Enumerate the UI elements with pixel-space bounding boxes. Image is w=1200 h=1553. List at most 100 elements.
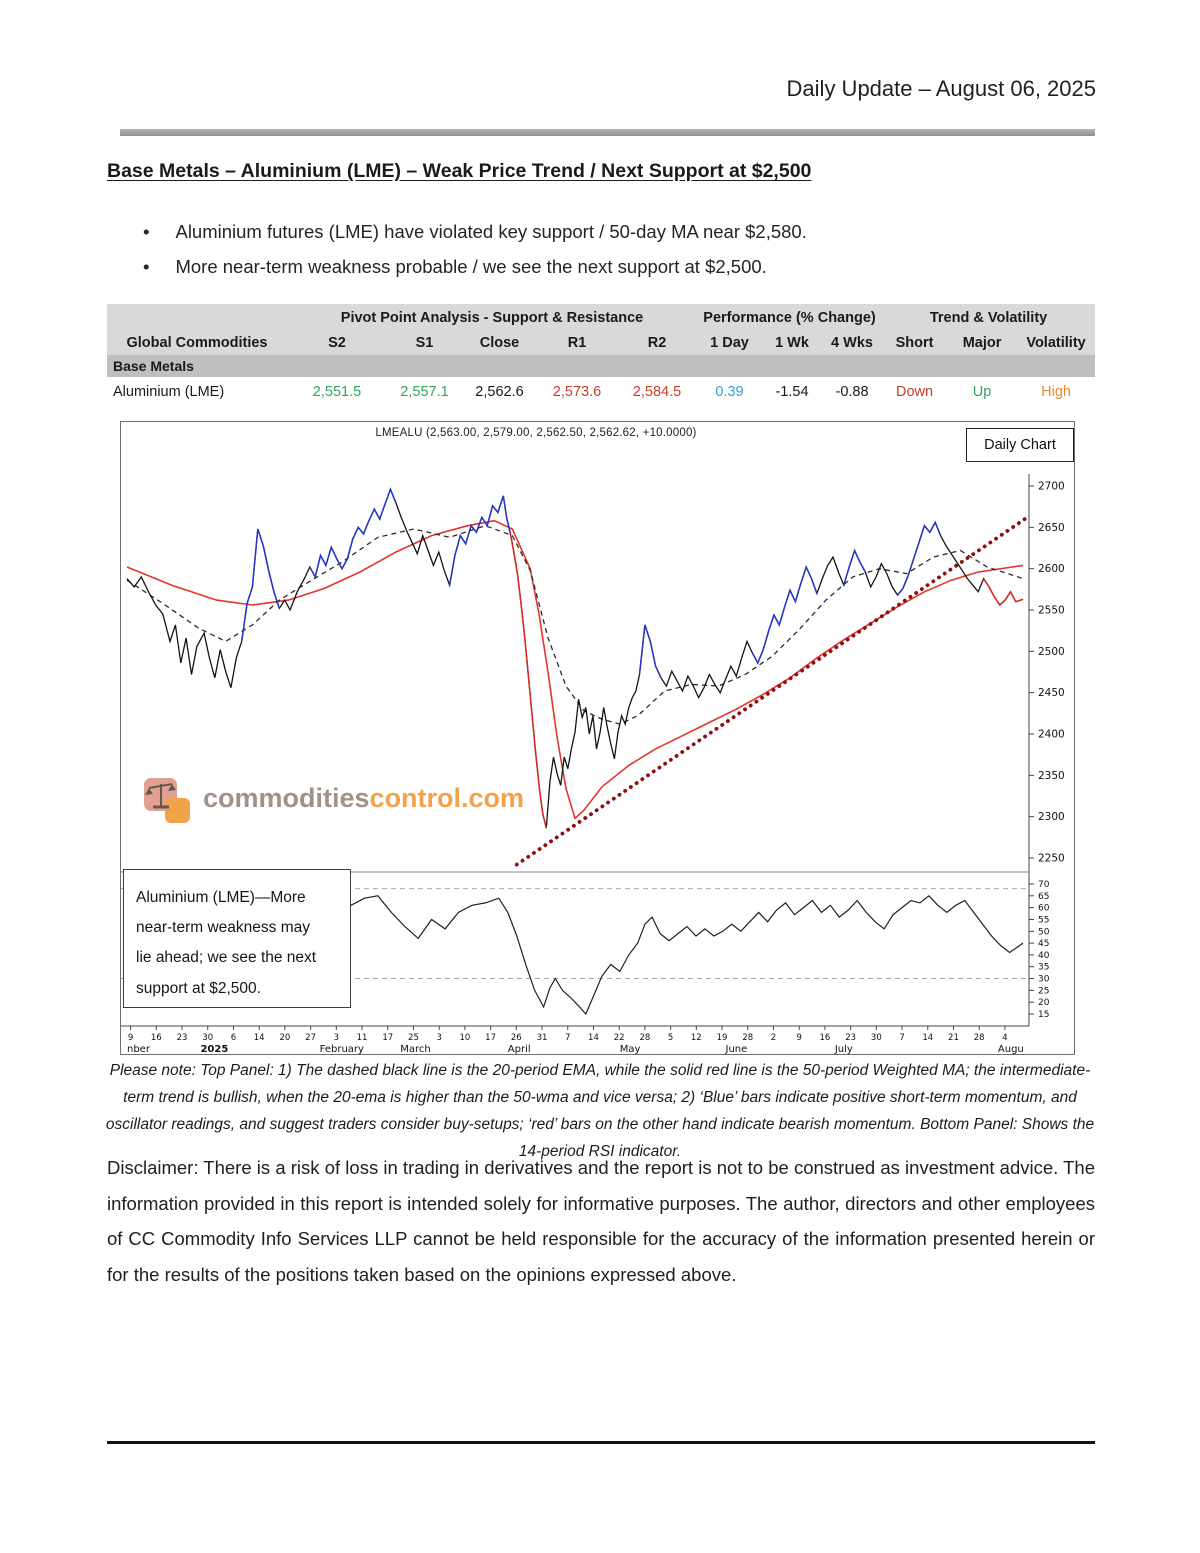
svg-text:45: 45 [1038,939,1049,949]
svg-text:nber: nber [127,1044,151,1054]
chart-quote-line: LMEALU (2,563.00, 2,579.00, 2,562.50, 2,… [375,427,697,439]
major-trend: Up [972,384,992,400]
annotation-line: lie ahead; we see the next [136,949,317,967]
close-value: 2,562.6 [475,384,524,400]
column-header-r1: R1 [537,331,617,355]
footer-divider [107,1441,1095,1444]
svg-text:2500: 2500 [1038,646,1065,658]
svg-text:5: 5 [668,1033,673,1043]
daily-chart-badge: Daily Chart [966,428,1074,462]
bullet-text: Aluminium futures (LME) have violated ke… [175,221,807,242]
commoditiescontrol-logo-icon [144,778,190,823]
table-group-header-row: Pivot Point Analysis - Support & Resista… [107,304,1096,331]
svg-text:9: 9 [128,1033,133,1043]
column-header-commodities: Global Commodities [107,331,287,355]
svg-text:2025: 2025 [200,1044,228,1054]
bullet-dot: • [143,221,150,242]
svg-text:February: February [320,1044,364,1054]
svg-text:65: 65 [1038,892,1049,902]
svg-text:28: 28 [639,1033,650,1043]
svg-text:April: April [508,1044,531,1054]
svg-text:21: 21 [948,1033,959,1043]
column-header-1day: 1 Day [697,331,762,355]
annotation-line: support at $2,500. [136,979,261,997]
svg-text:2650: 2650 [1038,522,1065,534]
svg-text:20: 20 [1038,998,1050,1008]
group-header-pivot: Pivot Point Analysis - Support & Resista… [287,304,697,331]
svg-text:16: 16 [151,1033,162,1043]
price-rsi-chart: 2700265026002550250024502400235023002250… [121,474,1065,1054]
svg-text:31: 31 [537,1033,548,1043]
svg-text:2250: 2250 [1038,853,1065,865]
svg-text:3: 3 [334,1033,339,1043]
svg-text:15: 15 [1038,1010,1049,1020]
table-column-header-row: Global Commodities S2 S1 Close R1 R2 1 D… [107,331,1096,355]
svg-text:July: July [834,1044,853,1054]
section-title: Base Metals – Aluminium (LME) – Weak Pri… [107,160,812,182]
svg-text:27: 27 [305,1033,316,1043]
column-header-s1: S1 [387,331,462,355]
svg-text:June: June [725,1044,748,1054]
bullet-item: • More near-term weakness probable / we … [143,256,807,278]
bullet-text: More near-term weakness probable / we se… [175,256,767,277]
commodity-name: Aluminium (LME) [113,384,225,400]
svg-text:9: 9 [796,1033,801,1043]
group-header-trend: Trend & Volatility [882,304,1096,331]
svg-text:2600: 2600 [1038,563,1065,575]
svg-text:7: 7 [565,1033,570,1043]
svg-text:22: 22 [614,1033,625,1043]
1wk-change: -1.54 [775,384,809,400]
s2-value: 2,551.5 [312,384,362,400]
pivot-table: Pivot Point Analysis - Support & Resista… [107,304,1096,407]
svg-text:16: 16 [819,1033,830,1043]
table-section-row: Base Metals [107,355,1096,377]
svg-text:2350: 2350 [1038,770,1065,782]
svg-text:26: 26 [511,1033,522,1043]
column-header-close: Close [462,331,537,355]
column-header-s2: S2 [287,331,387,355]
svg-text:23: 23 [845,1033,856,1043]
methodology-note: Please note: Top Panel: 1) The dashed bl… [105,1062,1095,1160]
svg-text:30: 30 [1038,975,1050,985]
svg-text:2450: 2450 [1038,687,1065,699]
svg-text:70: 70 [1038,880,1050,890]
column-header-r2: R2 [617,331,697,355]
svg-text:14: 14 [922,1033,933,1043]
svg-text:2550: 2550 [1038,605,1065,617]
chart-panel: 2700 2650 2600 2550 2500 2450 2400 2350 2300 2250… [120,421,1075,1055]
r1-value: 2,573.6 [552,384,602,400]
svg-text:30: 30 [202,1033,213,1043]
svg-text:30: 30 [871,1033,882,1043]
column-header-major: Major [947,331,1018,355]
svg-text:28: 28 [742,1033,753,1043]
4wks-change: -0.88 [835,384,869,400]
svg-text:60: 60 [1038,904,1050,914]
svg-text:4: 4 [1002,1033,1007,1043]
svg-text:14: 14 [588,1033,599,1043]
column-header-4wks: 4 Wks [822,331,883,355]
short-trend: Down [895,384,934,400]
svg-text:Augu: Augu [998,1044,1024,1054]
column-header-1wk: 1 Wk [762,331,822,355]
1day-change: 0.39 [715,384,744,400]
watermark-text-gray: commodities [203,782,370,813]
svg-text:March: March [400,1044,430,1054]
table-row-aluminium: Aluminium (LME) 2,551.5 2,557.1 2,562.6 … [107,377,1095,407]
svg-text:20: 20 [279,1033,290,1043]
svg-text:25: 25 [408,1033,419,1043]
svg-text:May: May [620,1044,641,1054]
svg-text:11: 11 [357,1033,368,1043]
svg-text:7: 7 [899,1033,904,1043]
svg-text:14: 14 [254,1033,265,1043]
s1-value: 2,557.1 [400,384,449,400]
svg-text:10: 10 [459,1033,470,1043]
watermark-text-orange: control.com [369,782,525,813]
bullet-item: • Aluminium futures (LME) have violated … [143,221,807,243]
svg-text:2300: 2300 [1038,811,1065,823]
header-divider [120,129,1095,136]
svg-text:2400: 2400 [1038,729,1065,741]
svg-text:23: 23 [177,1033,188,1043]
svg-text:17: 17 [382,1033,393,1043]
annotation-line: near-term weakness may [136,919,311,937]
